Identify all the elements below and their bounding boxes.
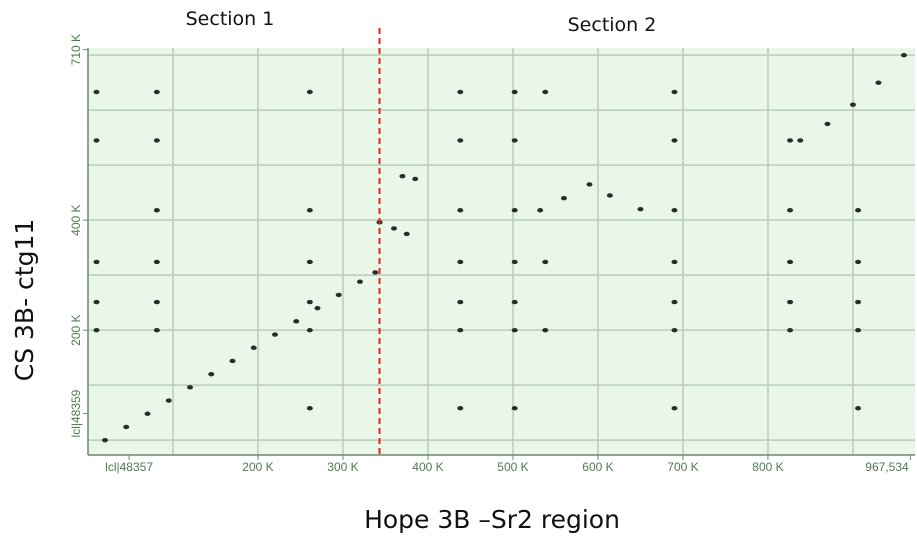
dot: [93, 259, 100, 265]
plot-area: [88, 48, 915, 455]
dot: [390, 226, 397, 231]
x-tick-label: lcl|48357: [105, 460, 153, 474]
dot: [457, 259, 464, 265]
dot: [306, 89, 313, 95]
dot: [671, 89, 678, 95]
dot: [855, 406, 862, 411]
dot: [153, 89, 160, 95]
dot: [165, 398, 172, 403]
dot: [153, 327, 160, 333]
dot: [542, 327, 549, 333]
dot: [101, 437, 108, 443]
y-tick-label: 400 K: [69, 204, 83, 235]
dot: [671, 327, 678, 333]
dot: [457, 299, 464, 305]
dot: [186, 385, 193, 390]
dot: [314, 305, 321, 311]
dot: [849, 102, 856, 107]
dot: [250, 345, 257, 350]
dot: [855, 299, 862, 305]
dot: [153, 138, 160, 143]
x-tick-label: 500 K: [497, 460, 528, 474]
dot: [671, 406, 678, 411]
dot: [560, 195, 567, 201]
dot: [229, 358, 236, 364]
dot: [511, 208, 518, 213]
dot: [511, 327, 518, 333]
dot: [457, 406, 464, 411]
dot: [671, 208, 678, 213]
dot: [93, 327, 100, 333]
dot: [900, 52, 907, 58]
dot: [372, 270, 379, 275]
y-axis-title: CS 3B- ctg11: [10, 219, 39, 382]
x-axis-title: Hope 3B –Sr2 region: [364, 505, 620, 534]
dot: [335, 292, 342, 298]
dot: [293, 319, 300, 324]
x-tick-label: 800 K: [752, 460, 783, 474]
dot: [787, 299, 794, 305]
dot: [511, 299, 518, 305]
dot: [306, 259, 313, 265]
annotation: Section 2: [568, 14, 657, 36]
dot: [875, 80, 882, 85]
dot: [412, 176, 419, 182]
dot: [797, 138, 804, 143]
x-tick-label: 200 K: [242, 460, 273, 474]
dot: [855, 208, 862, 213]
dot: [671, 138, 678, 143]
dot: [824, 121, 831, 127]
dot: [306, 406, 313, 411]
dot: [542, 259, 549, 265]
dot: [153, 299, 160, 305]
dot: [511, 138, 518, 143]
y-tick-label: 710 K: [69, 34, 83, 65]
dot: [606, 193, 613, 198]
x-tick-label: 600 K: [582, 460, 613, 474]
dot: [306, 327, 313, 333]
dot: [153, 259, 160, 265]
dot: [457, 89, 464, 95]
dot: [457, 327, 464, 333]
dot: [787, 259, 794, 265]
dot: [457, 208, 464, 213]
dot: [855, 259, 862, 265]
dot: [511, 89, 518, 95]
dot: [855, 327, 862, 333]
dot: [93, 299, 100, 305]
dot: [511, 259, 518, 265]
annotation: Section 1: [186, 8, 275, 30]
dot: [787, 327, 794, 333]
dot: [271, 332, 278, 337]
dot: [671, 259, 678, 265]
dot: [511, 406, 518, 411]
dot: [356, 279, 363, 284]
dot: [787, 208, 794, 213]
dot: [671, 299, 678, 305]
dot: [457, 138, 464, 143]
dot: [93, 89, 100, 95]
dot: [153, 208, 160, 213]
dot: [306, 299, 313, 305]
y-tick-label: 200 K: [69, 314, 83, 345]
dot: [637, 206, 644, 212]
dot: [403, 231, 410, 237]
dot: [787, 138, 794, 143]
x-tick-label: 400 K: [412, 460, 443, 474]
x-tick-label: 300 K: [327, 460, 358, 474]
dot: [399, 173, 406, 179]
dot: [542, 89, 549, 95]
y-tick-label: lcl|48359: [69, 389, 83, 437]
dot: [208, 371, 215, 377]
dot: [306, 208, 313, 213]
dot: [586, 182, 593, 187]
x-tick-label: 700 K: [667, 460, 698, 474]
dot: [123, 424, 130, 430]
x-tick-label: 967,534: [865, 460, 909, 474]
dot: [537, 208, 544, 213]
dot: [144, 411, 151, 416]
dot: [93, 138, 100, 143]
